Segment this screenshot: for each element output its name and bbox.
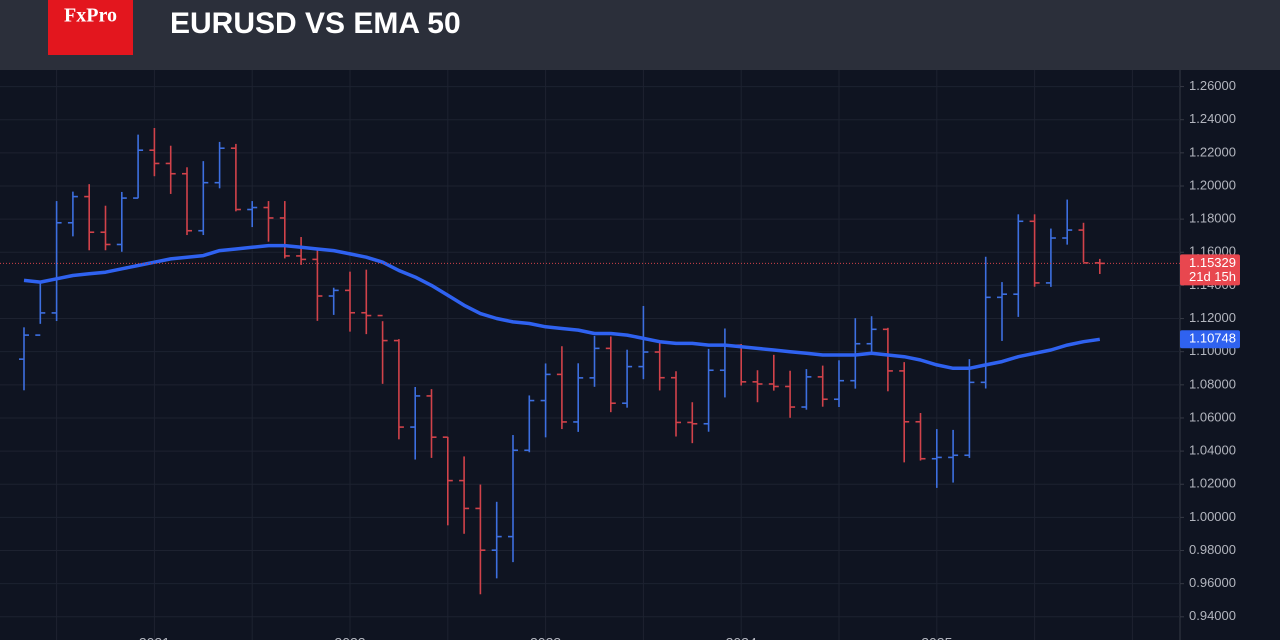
y-tick-label: 1.02000 <box>1189 476 1236 491</box>
y-tick-label: 1.00000 <box>1189 509 1236 524</box>
y-tick-label: 1.26000 <box>1189 78 1236 93</box>
x-tick-label: 2023 <box>530 635 561 640</box>
y-tick-label: 1.24000 <box>1189 111 1236 126</box>
x-tick-label: 2022 <box>334 635 365 640</box>
chart-title: EURUSD VS EMA 50 <box>170 7 461 40</box>
countdown-label: 21d 15h <box>1189 269 1236 284</box>
y-tick-label: 1.22000 <box>1189 144 1236 159</box>
x-tick-label: 2021 <box>139 635 170 640</box>
y-tick-label: 0.98000 <box>1189 542 1236 557</box>
logo: FxPro <box>64 5 117 27</box>
y-tick-label: 1.20000 <box>1189 177 1236 192</box>
x-tick-label: 2025 <box>921 635 952 640</box>
ema-price-label: 1.10748 <box>1189 331 1236 346</box>
ema-price-box <box>1180 330 1240 349</box>
y-tick-label: 1.04000 <box>1189 443 1236 458</box>
last-price-box <box>1180 254 1240 286</box>
plot-bg <box>0 70 1280 640</box>
logo-box <box>48 0 133 55</box>
ema-line <box>23 243 1101 371</box>
y-tick-label: 0.96000 <box>1189 575 1236 590</box>
y-tick-label: 1.08000 <box>1189 376 1236 391</box>
last-price-label: 1.15329 <box>1189 255 1236 270</box>
x-tick-label: 2024 <box>726 635 757 640</box>
y-tick-label: 1.12000 <box>1189 310 1236 325</box>
header <box>0 0 1280 70</box>
y-tick-label: 1.06000 <box>1189 409 1236 424</box>
y-tick-label: 1.18000 <box>1189 211 1236 226</box>
y-tick-label: 0.94000 <box>1189 608 1236 623</box>
